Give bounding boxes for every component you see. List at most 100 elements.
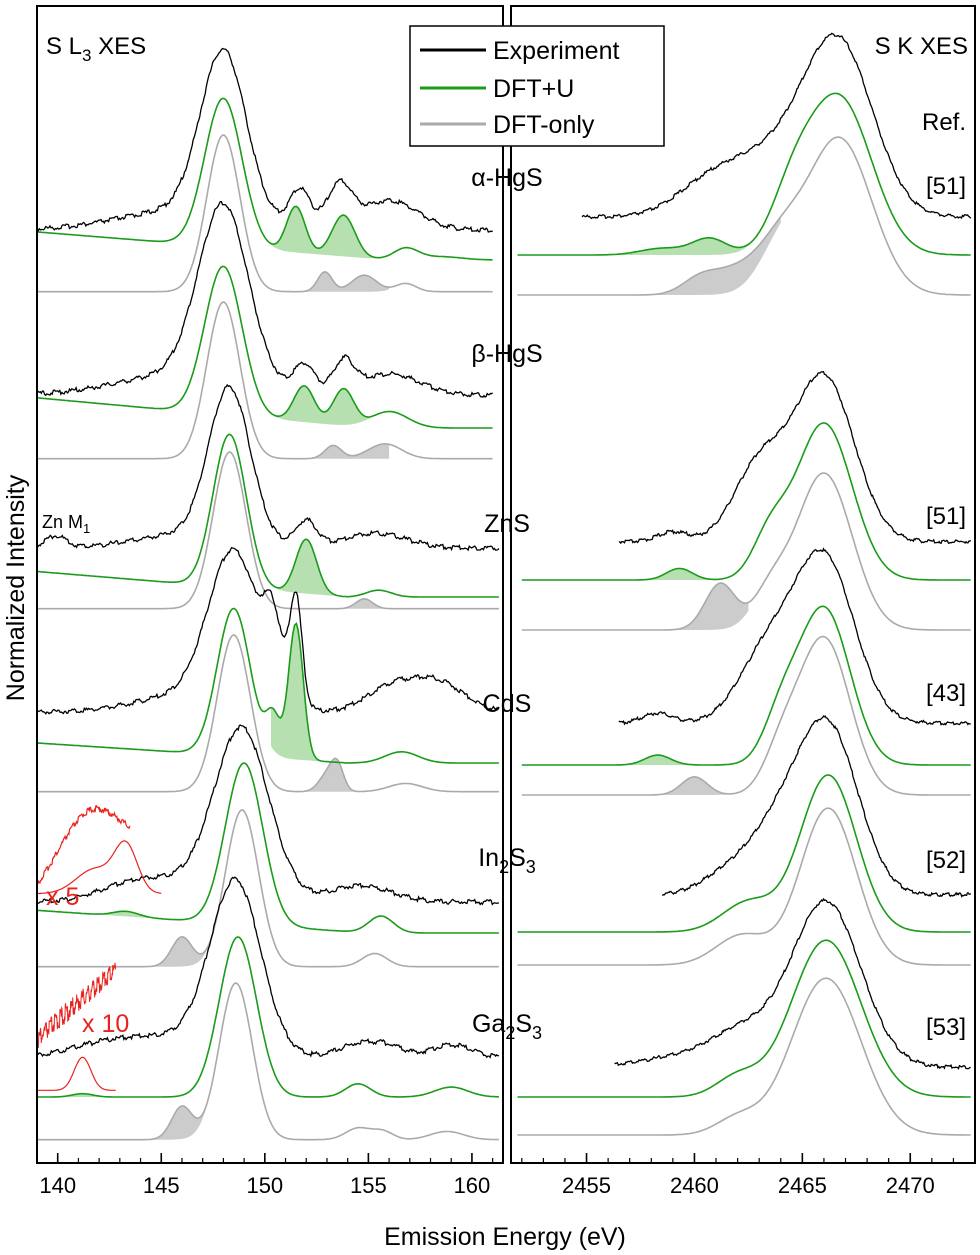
scale-label-x10: x 10	[82, 1010, 129, 1038]
magnified-exp-x10	[36, 962, 117, 1049]
experiment-curve-cds	[36, 546, 500, 715]
ref-alpha-hgs: [51]	[926, 173, 966, 200]
left-title-prefix: S L	[46, 33, 82, 60]
dft-u-curve-ga2s3	[37, 936, 499, 1098]
k-dft-only-fill-zns	[651, 583, 749, 630]
k-dft-u-curve-in2s3	[517, 774, 971, 933]
ref-header: Ref.	[922, 109, 966, 136]
experiment-curve-alpha-hgs	[36, 47, 493, 233]
dft-u-fill-zns	[266, 539, 410, 597]
in2s3-sub-1: 2	[499, 857, 509, 877]
material-label-alpha-hgs: α-HgS	[471, 164, 542, 192]
dft-u-curve-zns	[36, 433, 499, 598]
material-label-in2s3: In2S3	[478, 844, 536, 877]
right-tick-label: 2460	[670, 1173, 719, 1198]
x-ticks: 140 145 150 155 160 2455 2460 2465 2470	[36, 1153, 976, 1198]
magnified-dftu-x5	[36, 840, 162, 895]
material-label-zns: ZnS	[484, 510, 530, 538]
right-panel-border	[510, 5, 976, 1164]
ref-in2s3: [52]	[926, 847, 966, 874]
k-dft-u-curve-zns	[521, 422, 971, 581]
left-title-subscript: 3	[82, 46, 91, 65]
k-dft-u-fill-cds	[597, 755, 716, 765]
right-tick-label: 2470	[886, 1173, 935, 1198]
dft-u-fill-ga2s3	[68, 1093, 162, 1097]
magnified-dftu-x10	[37, 1056, 116, 1091]
scale-label-x5: x 5	[46, 883, 79, 911]
dft-u-fill-cds	[271, 623, 410, 763]
k-experiment-curve-zns	[618, 370, 972, 545]
k-dft-only-curve-ga2s3	[517, 977, 971, 1136]
legend-label-dft-u: DFT+U	[493, 75, 574, 103]
ref-ga2s3: [53]	[926, 1014, 966, 1041]
dft-u-curve-in2s3	[36, 762, 499, 934]
k-experiment-curve-alpha-hgs	[581, 32, 972, 220]
y-axis-label: Normalized Intensity	[2, 474, 30, 701]
legend-label-dft-only: DFT-only	[493, 111, 595, 139]
material-label-beta-hgs: β-HgS	[471, 340, 542, 368]
k-dft-only-fill-alpha-hgs	[608, 216, 781, 295]
dft-u-fill-beta-hgs	[260, 385, 410, 425]
dft-only-fill-cds	[285, 758, 390, 792]
experiment-curve-beta-hgs	[36, 200, 494, 398]
dft-only-fill-beta-hgs	[275, 443, 390, 459]
zn-m1-subscript: 1	[83, 521, 90, 536]
dft-u-curve-cds	[36, 607, 499, 764]
left-tick-label: 140	[39, 1173, 76, 1198]
material-label-cds: CdS	[483, 690, 532, 718]
k-dft-u-curve-alpha-hgs	[517, 92, 971, 256]
axes-frame	[36, 5, 976, 1164]
dft-u-fill-in2s3	[68, 911, 162, 919]
left-tick-label: 160	[454, 1173, 491, 1198]
ref-zns: [51]	[926, 503, 966, 530]
dft-u-curve-beta-hgs	[36, 265, 493, 429]
ga2s3-part-1: Ga	[472, 1010, 505, 1038]
legend-label-experiment: Experiment	[493, 37, 619, 65]
k-dft-only-curve-alpha-hgs	[517, 136, 971, 296]
magnified-exp-x5	[36, 805, 131, 885]
dft-only-fill-zns	[281, 598, 390, 609]
left-tick-label: 150	[246, 1173, 283, 1198]
spectra-layer	[36, 32, 972, 1141]
dft-u-curve-alpha-hgs	[36, 97, 493, 261]
k-experiment-curve-ga2s3	[614, 897, 971, 1070]
k-dft-u-fill-zns	[629, 568, 738, 580]
legend: Experiment DFT+U DFT-only	[409, 25, 665, 147]
k-dft-u-fill-alpha-hgs	[586, 210, 770, 255]
ga2s3-part-2: S	[515, 1010, 532, 1038]
dft-only-fill-ga2s3	[150, 1088, 211, 1140]
k-dft-u-curve-ga2s3	[517, 939, 971, 1098]
k-dft-only-curve-zns	[521, 472, 971, 631]
zn-m1-text: Zn M	[42, 512, 83, 532]
ga2s3-sub-2: 3	[532, 1023, 542, 1043]
k-dft-only-fill-cds	[618, 776, 727, 795]
x-axis-label: Emission Energy (eV)	[384, 1223, 626, 1251]
left-panel-title: S L3 XES	[46, 33, 146, 65]
k-dft-only-curve-cds	[521, 635, 971, 796]
dft-only-curve-alpha-hgs	[37, 134, 493, 293]
right-tick-label: 2465	[778, 1173, 827, 1198]
zn-m1-label: Zn M1	[42, 512, 90, 536]
k-dft-only-curve-in2s3	[517, 807, 971, 966]
dft-only-curve-ga2s3	[37, 982, 499, 1141]
legend-box	[409, 25, 665, 147]
dft-only-curve-zns	[37, 451, 499, 610]
dft-u-fill-alpha-hgs	[260, 206, 410, 259]
experiment-curve-ga2s3	[37, 876, 499, 1059]
dft-only-curve-in2s3	[37, 809, 499, 968]
left-tick-label: 155	[350, 1173, 387, 1198]
in2s3-part-2: S	[509, 844, 526, 872]
ga2s3-sub-1: 2	[505, 1023, 515, 1043]
experiment-curve-in2s3	[36, 724, 500, 906]
ref-cds: [43]	[926, 680, 966, 707]
dft-only-fill-alpha-hgs	[275, 271, 390, 292]
dft-only-fill-in2s3	[150, 936, 211, 967]
right-tick-label: 2455	[562, 1173, 611, 1198]
in2s3-part-1: In	[478, 844, 499, 872]
experiment-curve-zns	[36, 383, 500, 552]
dft-only-curve-beta-hgs	[37, 301, 493, 460]
material-label-ga2s3: Ga2S3	[472, 1010, 542, 1043]
left-title-suffix: XES	[92, 33, 147, 60]
right-panel-title: S K XES	[875, 33, 968, 60]
